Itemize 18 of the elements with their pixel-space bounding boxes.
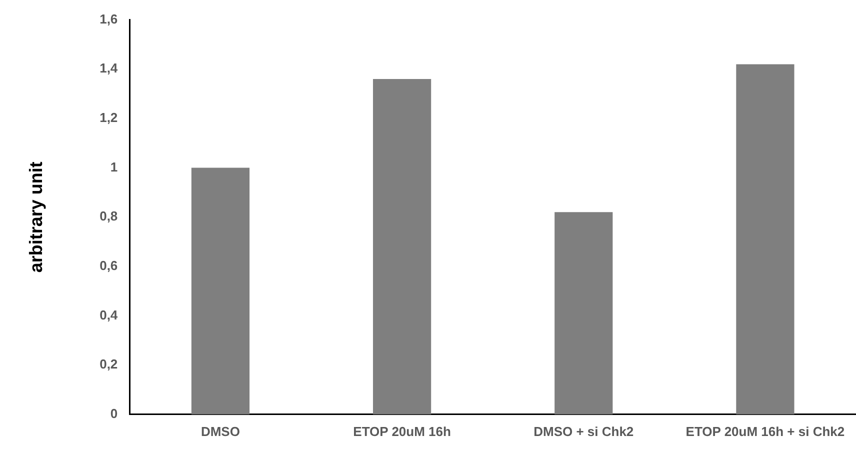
x-tick-label: ETOP 20uM 16h + si Chk2 — [686, 424, 845, 439]
y-tick-label: 1,4 — [100, 60, 118, 76]
y-tick-label: 1,2 — [100, 110, 118, 126]
y-tick-label: 1,6 — [100, 11, 118, 26]
y-tick-label: 1 — [110, 159, 118, 174]
bar — [554, 212, 613, 414]
x-tick-label: DMSO + si Chk2 — [534, 424, 634, 439]
x-tick-label: DMSO — [200, 424, 240, 439]
bar — [191, 168, 250, 414]
y-axis-title: arbitrary unit — [26, 162, 46, 273]
y-tick-label: 0 — [110, 406, 118, 421]
bar — [372, 78, 432, 414]
y-tick-label: 0,8 — [100, 208, 118, 224]
bar — [736, 64, 794, 414]
y-tick-label: 0,2 — [100, 356, 118, 372]
x-tick-label: ETOP 20uM 16h — [353, 424, 451, 439]
y-tick-label: 0,4 — [100, 307, 118, 322]
y-tick-label: 0,6 — [100, 258, 118, 274]
